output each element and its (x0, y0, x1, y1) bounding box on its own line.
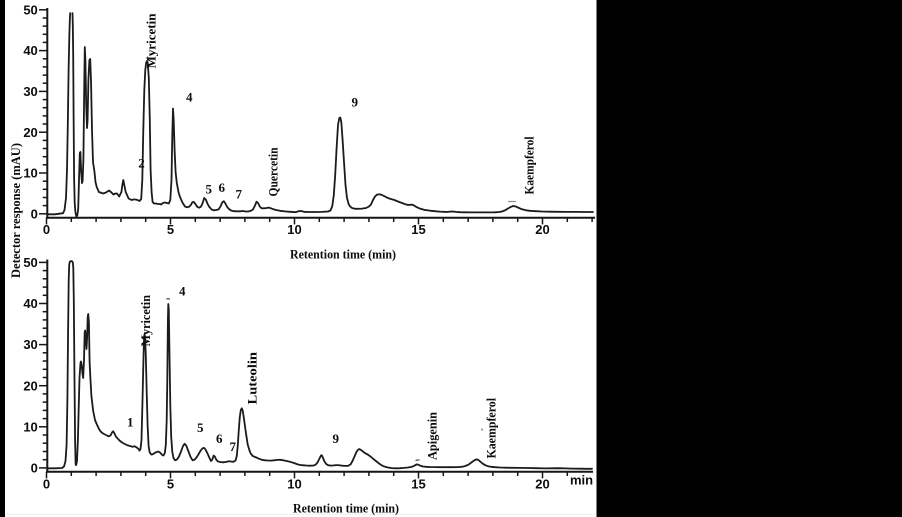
svg-text:Myricetin: Myricetin (138, 294, 153, 346)
svg-text:5: 5 (167, 222, 174, 237)
svg-text:10: 10 (23, 419, 37, 434)
svg-text:Kaempferol: Kaempferol (483, 398, 498, 459)
svg-text:0: 0 (43, 476, 50, 491)
svg-text:20: 20 (535, 222, 549, 237)
svg-text:7: 7 (230, 439, 237, 454)
svg-text:40: 40 (23, 43, 37, 58)
svg-text:Luteolin: Luteolin (245, 351, 260, 404)
svg-text:Detector response (mAU): Detector response (mAU) (8, 143, 23, 278)
svg-text:6: 6 (219, 180, 226, 195)
svg-text:6: 6 (216, 431, 223, 446)
svg-text:0: 0 (43, 222, 50, 237)
svg-text:10: 10 (287, 222, 301, 237)
svg-text:15: 15 (411, 476, 425, 491)
svg-text:2: 2 (138, 155, 145, 170)
svg-text:Myricetin: Myricetin (144, 13, 159, 69)
svg-text:0: 0 (31, 206, 38, 221)
svg-text:20: 20 (535, 476, 549, 491)
svg-text:7: 7 (236, 187, 243, 202)
svg-text:Kaempferol: Kaempferol (522, 136, 537, 194)
svg-text:20: 20 (23, 125, 37, 140)
svg-text:Apigenin: Apigenin (424, 411, 439, 460)
svg-text:40: 40 (23, 296, 37, 311)
svg-text:15: 15 (411, 222, 425, 237)
svg-text:min: min (570, 473, 593, 488)
svg-text:10: 10 (23, 166, 37, 181)
svg-text:Retention time (min): Retention time (min) (293, 501, 399, 516)
svg-text:9: 9 (333, 431, 340, 446)
svg-text:4: 4 (186, 90, 193, 105)
svg-text:Quercetin: Quercetin (266, 147, 281, 197)
svg-text:1: 1 (127, 415, 134, 430)
svg-text:20: 20 (23, 378, 37, 393)
svg-text:30: 30 (23, 84, 37, 99)
svg-text:9: 9 (352, 95, 359, 110)
svg-text:5: 5 (167, 476, 174, 491)
svg-text:30: 30 (23, 337, 37, 352)
svg-text:5: 5 (197, 420, 204, 435)
svg-text:5: 5 (206, 182, 213, 197)
svg-text:0: 0 (31, 461, 38, 476)
svg-text:50: 50 (23, 2, 37, 17)
svg-text:50: 50 (23, 255, 37, 270)
svg-text:10: 10 (287, 476, 301, 491)
svg-text:Retention time (min): Retention time (min) (290, 247, 396, 262)
svg-text:4: 4 (179, 284, 186, 299)
